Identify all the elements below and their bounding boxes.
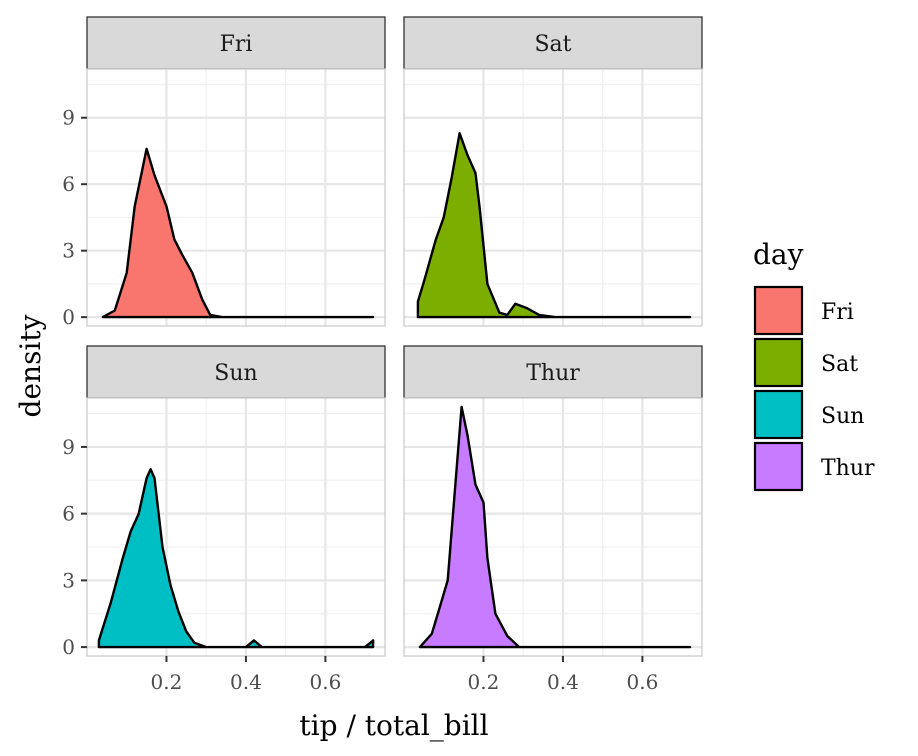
y-tick-label: 0 xyxy=(62,305,75,329)
y-tick-label: 3 xyxy=(62,239,75,263)
strip-background xyxy=(403,16,703,70)
legend-label-sun: Sun xyxy=(821,404,864,429)
panel-border xyxy=(403,397,703,657)
strip-label: Sat xyxy=(534,32,571,57)
panel-border xyxy=(403,68,703,327)
strip-background xyxy=(86,345,386,399)
facet-panels: Fri 0 3 6 9 Sat Sun 0 3 6 9 0.2 0.4 0.6 Thur 0.2 0.4 0.6 xyxy=(62,16,703,694)
legend-label-fri: Fri xyxy=(821,300,854,325)
legend-key-sun xyxy=(753,389,804,440)
y-tick-label: 6 xyxy=(62,172,75,196)
legend-items: Fri Sat Sun Thur xyxy=(753,285,875,492)
density-area-sat xyxy=(416,132,692,319)
y-tick-label: 3 xyxy=(62,568,75,592)
density-area-fri xyxy=(101,147,375,319)
y-axis-title: density xyxy=(14,314,47,417)
legend-key-thur xyxy=(753,441,804,492)
strip-label: Fri xyxy=(220,32,253,57)
panel-border xyxy=(86,397,386,657)
x-tick-label: 0.4 xyxy=(547,670,579,694)
x-tick-label: 0.2 xyxy=(151,670,183,694)
x-tick-label: 0.4 xyxy=(230,670,262,694)
panel-border xyxy=(86,68,386,327)
density-area-sun xyxy=(97,468,375,649)
x-axis-title: tip / total_bill xyxy=(299,709,488,742)
x-tick-label: 0.6 xyxy=(626,670,658,694)
facet-fri: Fri 0 3 6 9 xyxy=(62,16,386,329)
x-tick-label: 0.6 xyxy=(309,670,341,694)
y-tick-label: 9 xyxy=(62,435,75,459)
strip-label: Sun xyxy=(214,361,257,386)
facet-sun: Sun 0 3 6 9 0.2 0.4 0.6 xyxy=(62,345,386,694)
legend-title: day xyxy=(753,238,804,271)
strip-label: Thur xyxy=(526,361,580,386)
x-tick-label: 0.2 xyxy=(468,670,500,694)
facet-sat: Sat xyxy=(403,16,703,327)
y-tick-label: 6 xyxy=(62,502,75,526)
density-area-thur xyxy=(418,405,692,649)
legend-label-thur: Thur xyxy=(821,456,875,481)
legend-label-sat: Sat xyxy=(821,352,858,377)
facet-thur: Thur 0.2 0.4 0.6 xyxy=(403,345,703,694)
legend-key-sat xyxy=(753,337,804,388)
legend: day Fri Sat Sun Thur xyxy=(753,238,875,492)
legend-key-fri xyxy=(753,285,804,336)
y-tick-label: 9 xyxy=(62,106,75,130)
y-tick-label: 0 xyxy=(62,635,75,659)
strip-background xyxy=(86,16,386,70)
